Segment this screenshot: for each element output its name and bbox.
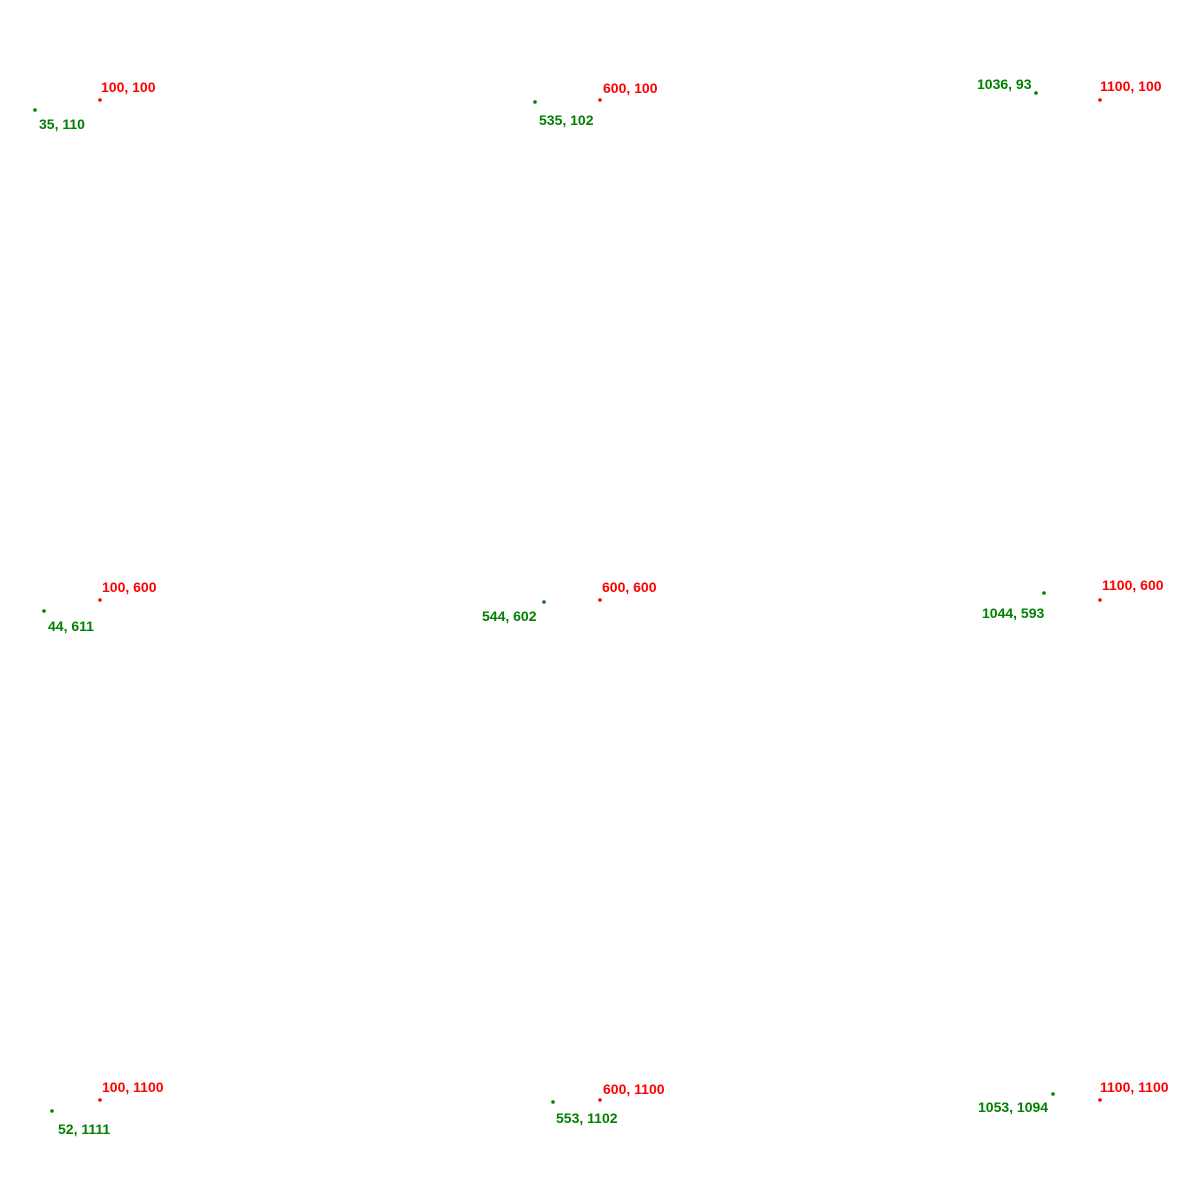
measured-point xyxy=(33,108,37,112)
reference-point-label: 1100, 1100 xyxy=(1100,1079,1169,1095)
reference-point-label: 100, 600 xyxy=(102,579,157,595)
measured-point xyxy=(1042,591,1046,595)
measured-point-label: 544, 602 xyxy=(482,608,537,624)
measured-point-label: 1044, 593 xyxy=(982,605,1044,621)
reference-point xyxy=(98,598,102,602)
reference-point-label: 600, 100 xyxy=(603,80,658,96)
measured-point-label: 1053, 1094 xyxy=(978,1099,1048,1115)
reference-point xyxy=(598,598,602,602)
reference-point xyxy=(98,1098,102,1102)
reference-point-label: 600, 1100 xyxy=(603,1081,665,1097)
measured-point xyxy=(551,1100,555,1104)
measured-point-label: 52, 1111 xyxy=(58,1121,110,1137)
reference-point xyxy=(598,98,602,102)
reference-point xyxy=(98,98,102,102)
reference-point-label: 600, 600 xyxy=(602,579,657,595)
measured-point xyxy=(50,1109,54,1113)
reference-point xyxy=(1098,1098,1102,1102)
reference-point-label: 1100, 100 xyxy=(1100,78,1162,94)
measured-point xyxy=(1034,91,1038,95)
reference-point-label: 100, 100 xyxy=(101,79,156,95)
reference-point xyxy=(1098,598,1102,602)
measured-point xyxy=(1051,1092,1055,1096)
measured-point xyxy=(533,100,537,104)
measured-point-label: 553, 1102 xyxy=(556,1110,618,1126)
measured-point-label: 35, 110 xyxy=(39,116,85,132)
measured-point-label: 44, 611 xyxy=(48,618,94,634)
reference-point-label: 1100, 600 xyxy=(1102,577,1164,593)
measured-point-label: 535, 102 xyxy=(539,112,594,128)
reference-point xyxy=(1098,98,1102,102)
reference-point-label: 100, 1100 xyxy=(102,1079,164,1095)
measured-point xyxy=(542,600,546,604)
reference-point xyxy=(598,1098,602,1102)
measured-point xyxy=(42,609,46,613)
measured-point-label: 1036, 93 xyxy=(977,76,1032,92)
